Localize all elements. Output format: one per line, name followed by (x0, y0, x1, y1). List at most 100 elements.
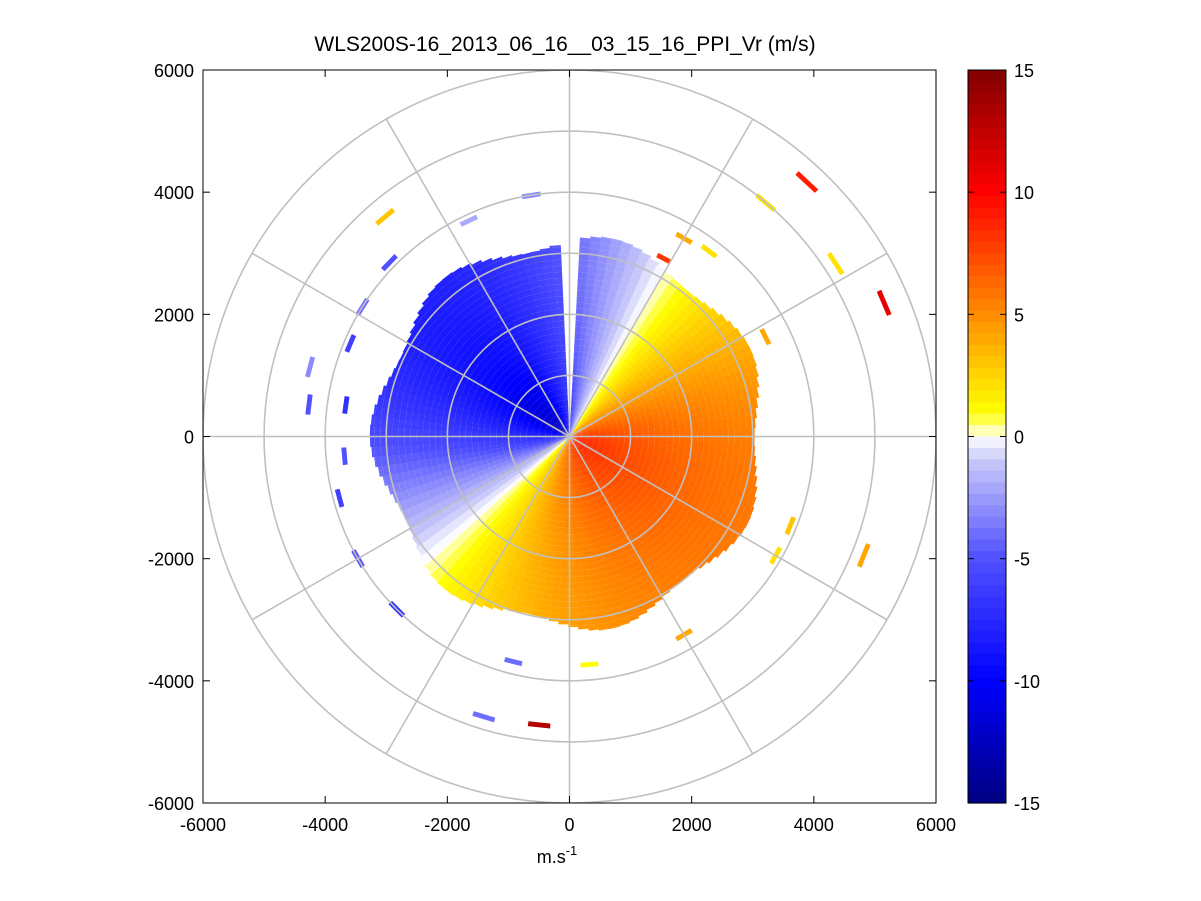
scan-cell (509, 584, 521, 594)
scan-cell (543, 449, 550, 455)
scan-cell (571, 442, 574, 449)
scan-cell (589, 480, 595, 487)
scan-cell (550, 420, 556, 425)
scan-cell (545, 428, 553, 432)
scan-cell (410, 435, 417, 445)
scan-cell (507, 590, 519, 600)
scan-cell (616, 285, 628, 295)
scan-cell (382, 474, 387, 486)
scan-cell (538, 573, 548, 582)
scan-cell (411, 410, 419, 421)
scan-cell (446, 277, 460, 290)
scan-cell (483, 431, 491, 437)
scan-cell (542, 401, 549, 409)
colorbar-cell (968, 173, 1006, 186)
scan-cell (575, 432, 582, 435)
scan-cell (416, 435, 424, 445)
scan-cell (597, 299, 607, 307)
scan-cell (546, 460, 552, 467)
scan-cell (707, 354, 717, 366)
scan-cell (669, 408, 678, 416)
scan-cell (451, 266, 465, 279)
scan-cell (525, 497, 533, 506)
scan-cell (618, 430, 625, 435)
scan-cell (555, 345, 562, 353)
scan-cell (571, 479, 575, 486)
scan-cell (594, 404, 600, 411)
scan-cell (740, 436, 747, 448)
scan-cell (621, 596, 633, 606)
scan-cell (420, 395, 429, 407)
scan-cell (577, 465, 581, 472)
scan-cell (541, 446, 548, 451)
scan-cell (618, 458, 626, 465)
scan-cell (604, 423, 611, 428)
scan-cell (627, 467, 635, 474)
scan-cell (685, 436, 692, 444)
scan-cell (740, 368, 750, 382)
scan-cell (551, 438, 558, 441)
scan-cell (578, 395, 583, 402)
scan-cell (500, 472, 509, 480)
scan-cell (589, 449, 596, 455)
scan-cell (471, 261, 485, 273)
scan-cell (577, 357, 583, 365)
scan-cell (429, 449, 437, 459)
scan-cell (593, 388, 600, 396)
scan-cell (511, 502, 520, 511)
scan-cell (575, 434, 582, 436)
scan-cell (405, 515, 417, 529)
scan-cell (542, 472, 549, 479)
scan-cell (511, 253, 524, 263)
scan-cell (525, 401, 532, 408)
scan-cell (484, 444, 492, 450)
scan-cell (543, 587, 554, 595)
scan-cell (623, 601, 636, 612)
scan-cell (531, 292, 542, 301)
scan-cell (483, 262, 497, 274)
scan-cell (520, 440, 528, 445)
scan-cell (633, 497, 643, 507)
scan-cell (653, 445, 661, 452)
scan-cell (575, 433, 582, 436)
scan-cell (421, 370, 431, 382)
scan-cell (554, 425, 560, 430)
scan-cell (562, 419, 566, 426)
scan-cell (418, 378, 428, 390)
scan-cell (497, 489, 506, 498)
scan-cell (568, 582, 578, 590)
scan-cell (503, 445, 510, 451)
colorbar-cell (968, 459, 1006, 472)
scan-cell (609, 418, 617, 424)
scan-cell (515, 490, 524, 499)
scan-cell (549, 606, 561, 614)
scan-cell (467, 456, 476, 464)
scan-cell (394, 462, 403, 474)
scan-cell (698, 559, 708, 570)
scan-cell (677, 412, 685, 421)
scan-cell (407, 354, 418, 367)
scan-cell (636, 436, 643, 441)
scan-cell (517, 483, 525, 491)
scan-cell (511, 578, 523, 588)
scan-cell (605, 497, 613, 506)
scan-cell (448, 416, 455, 425)
scan-cell (607, 581, 619, 591)
scan-cell (582, 396, 588, 404)
scan-cell (595, 603, 607, 612)
scan-cell (502, 439, 509, 444)
scan-cell (602, 419, 610, 424)
scan-cell (508, 405, 516, 412)
scan-cell (540, 455, 547, 462)
scan-cell (415, 368, 425, 380)
scan-cell (603, 469, 611, 476)
scan-cell (523, 262, 536, 272)
scan-cell (581, 437, 588, 439)
scan-cell (573, 351, 580, 358)
scan-cell (452, 593, 464, 602)
scan-cell (595, 535, 604, 543)
scan-cell (557, 432, 564, 435)
scan-cell (703, 489, 713, 500)
scan-cell (585, 278, 596, 286)
